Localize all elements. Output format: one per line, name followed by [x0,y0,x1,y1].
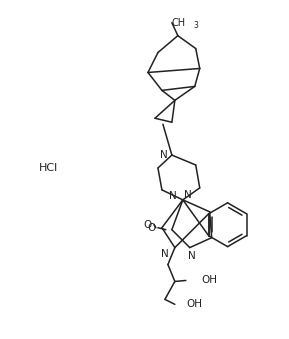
Text: OH: OH [187,299,203,310]
Text: O: O [144,220,152,230]
Text: N: N [160,150,168,160]
Text: 3: 3 [194,21,199,30]
Text: N: N [169,191,177,201]
Text: HCl: HCl [38,163,58,173]
Text: N: N [184,190,192,200]
Text: CH: CH [172,18,186,28]
Text: N: N [188,251,196,261]
Text: O: O [148,223,156,233]
Text: N: N [161,248,169,259]
Text: OH: OH [202,276,218,285]
